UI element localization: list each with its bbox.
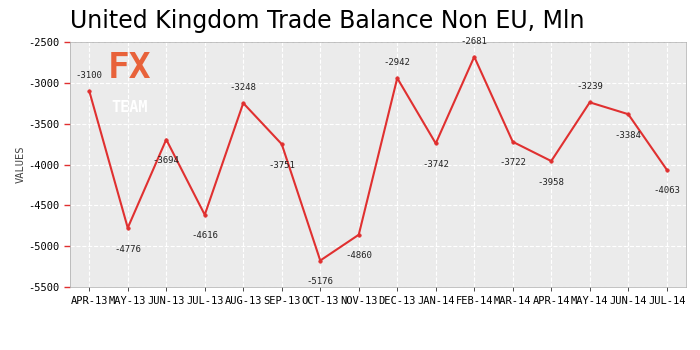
Text: -3958: -3958 xyxy=(538,178,565,187)
Text: -2681: -2681 xyxy=(461,37,488,46)
Text: TEAM: TEAM xyxy=(111,100,148,115)
Text: United Kingdom Trade Balance Non EU, Mln: United Kingdom Trade Balance Non EU, Mln xyxy=(70,9,584,33)
Text: -3384: -3384 xyxy=(615,131,642,140)
Text: FX: FX xyxy=(108,51,151,85)
Text: -4063: -4063 xyxy=(653,186,680,195)
Text: -3722: -3722 xyxy=(499,159,526,167)
Text: -3239: -3239 xyxy=(576,82,603,91)
Text: -3100: -3100 xyxy=(76,71,103,80)
Text: -4776: -4776 xyxy=(114,245,141,253)
Text: -4860: -4860 xyxy=(345,251,372,260)
Text: -3694: -3694 xyxy=(153,156,180,165)
Text: -3742: -3742 xyxy=(422,160,449,169)
Y-axis label: VALUES: VALUES xyxy=(15,146,26,183)
Text: -4616: -4616 xyxy=(191,231,218,240)
Text: -2942: -2942 xyxy=(384,58,411,67)
Text: -5176: -5176 xyxy=(307,277,334,286)
Text: -3751: -3751 xyxy=(268,161,295,170)
Text: -3248: -3248 xyxy=(230,83,257,92)
